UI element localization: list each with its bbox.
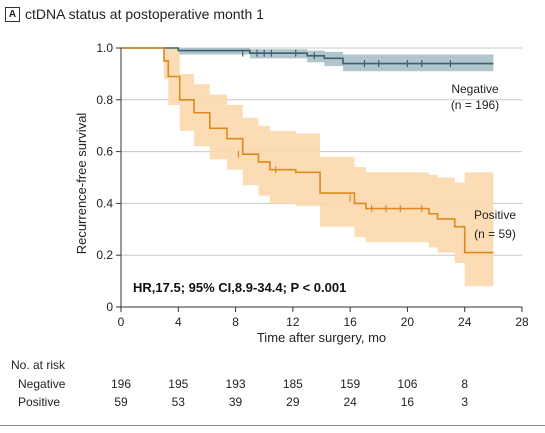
risk-value-negative-5: 106 xyxy=(397,377,418,391)
ci-band-positive xyxy=(121,48,494,287)
risk-row-label-negative: Negative xyxy=(18,377,66,391)
y-axis-title: Recurrence-free survival xyxy=(74,113,89,255)
series-count-negative: (n = 196) xyxy=(451,98,499,112)
panel-title: ctDNA status at postoperative month 1 xyxy=(25,6,264,22)
x-tick-label-3: 12 xyxy=(286,315,300,329)
risk-table-title: No. at risk xyxy=(11,358,66,372)
risk-value-positive-5: 16 xyxy=(400,395,415,409)
risk-row-label-positive: Positive xyxy=(18,395,61,409)
y-tick-label-2: 0.4 xyxy=(96,196,113,210)
risk-value-negative-1: 195 xyxy=(168,377,189,391)
series-label-negative: Negative xyxy=(451,82,499,96)
km-line-positive xyxy=(121,47,494,254)
x-tick-label-2: 8 xyxy=(232,315,239,329)
y-tick-label-3: 0.6 xyxy=(96,145,113,159)
x-tick-label-7: 28 xyxy=(515,315,529,329)
risk-value-positive-3: 29 xyxy=(286,395,300,409)
y-tick-label-4: 0.8 xyxy=(96,93,113,107)
risk-value-negative-2: 193 xyxy=(225,377,246,391)
series-count-positive: (n = 59) xyxy=(474,227,516,241)
risk-value-positive-4: 24 xyxy=(343,395,357,409)
y-tick-label-0: 0 xyxy=(106,300,113,314)
risk-value-negative-6: 8 xyxy=(461,377,469,391)
x-tick-label-0: 0 xyxy=(118,315,125,329)
risk-value-negative-0: 196 xyxy=(110,377,132,391)
x-axis-title: Time after surgery, mo xyxy=(257,330,386,345)
y-tick-label-5: 1.0 xyxy=(96,41,113,55)
risk-value-positive-2: 39 xyxy=(228,395,243,409)
hazard-ratio-annotation: HR,17.5; 95% CI,8.9-34.4; P < 0.001 xyxy=(133,280,346,295)
x-tick-label-5: 20 xyxy=(401,315,415,329)
risk-value-positive-0: 59 xyxy=(114,395,128,409)
risk-value-positive-6: 3 xyxy=(461,395,469,409)
x-tick-label-4: 16 xyxy=(343,315,357,329)
risk-value-negative-4: 159 xyxy=(340,377,361,391)
km-chart: 0 0.2 0.4 0.6 0.8 1.0 0 4 8 12 16 20 24 28 Time after … xyxy=(74,41,529,345)
ci-band-negative xyxy=(121,48,494,72)
risk-value-negative-3: 185 xyxy=(282,377,303,391)
x-tick-label-1: 4 xyxy=(175,315,182,329)
km-line-negative xyxy=(121,47,494,65)
series-label-positive: Positive xyxy=(474,208,516,222)
y-tick-label-1: 0.2 xyxy=(96,248,113,262)
panel-letter: A xyxy=(5,7,20,22)
x-tick-label-6: 24 xyxy=(458,315,472,329)
risk-value-positive-1: 53 xyxy=(171,395,185,409)
bottom-rule xyxy=(0,425,545,426)
